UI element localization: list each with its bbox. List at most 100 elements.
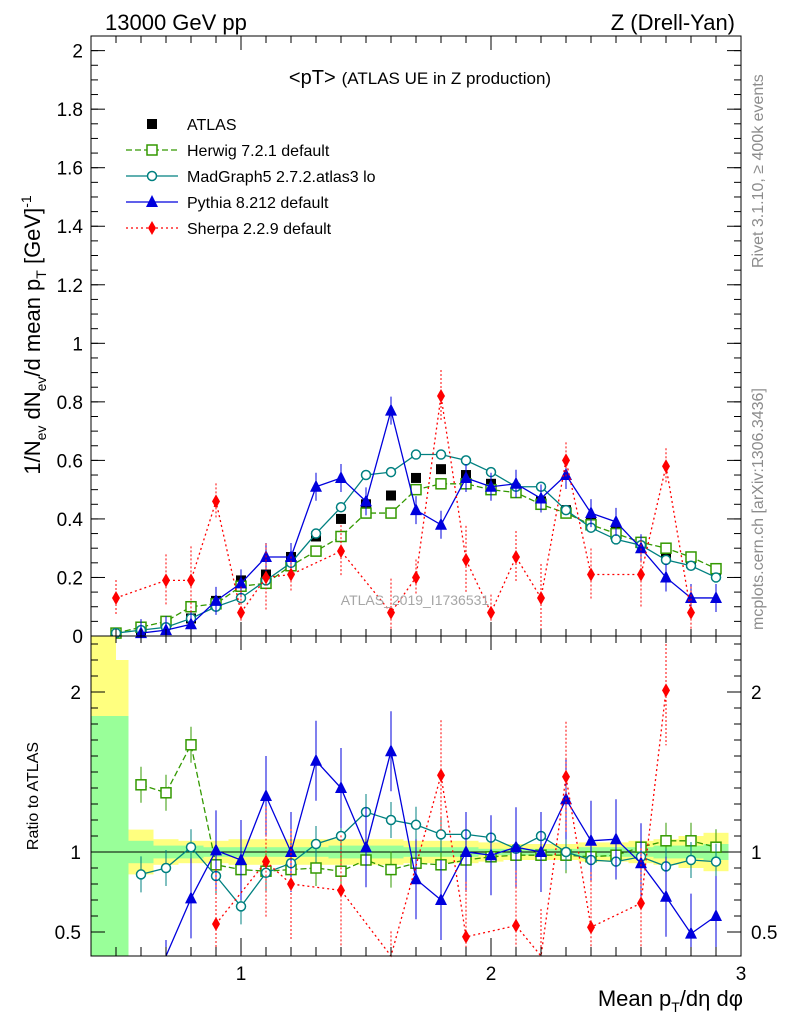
data-point	[660, 542, 672, 554]
ratio-point	[185, 841, 197, 853]
ratio-point	[337, 883, 345, 898]
data-point	[685, 560, 697, 572]
data-point	[687, 605, 695, 620]
x-tick-label: 3	[736, 964, 747, 985]
ratio-point	[660, 889, 672, 902]
data-point	[661, 549, 671, 560]
data-point	[162, 573, 170, 588]
data-point	[385, 403, 397, 416]
watermark: ATLAS_2019_I1736531	[341, 592, 490, 608]
ratio-point	[410, 819, 422, 831]
legend-marker	[147, 119, 157, 129]
data-point	[510, 476, 522, 489]
legend-item: MadGraph5 2.7.2.atlas3 lo	[126, 169, 376, 186]
data-point	[310, 545, 322, 557]
ratio-point	[585, 833, 597, 846]
data-point	[210, 593, 222, 606]
data-point	[410, 503, 422, 516]
ratio-y-tick-label-right: 2	[751, 683, 762, 704]
ratio-point	[512, 918, 520, 933]
data-point	[660, 570, 672, 583]
series-4	[112, 370, 695, 636]
data-point	[435, 478, 447, 490]
data-point	[212, 494, 220, 509]
legend-label: Herwig 7.2.1 default	[187, 143, 330, 160]
data-point	[435, 449, 447, 460]
data-point	[460, 455, 472, 466]
data-point	[710, 572, 722, 583]
data-point	[237, 605, 245, 620]
ratio-y-tick-label: 1	[70, 843, 81, 864]
ratio-point	[385, 814, 397, 826]
data-point	[187, 573, 195, 588]
ratio-point	[185, 891, 197, 904]
ratio-ylabel: Ratio to ATLAS	[25, 742, 42, 850]
header-left: 13000 GeV pp	[105, 10, 247, 35]
y-tick-label: 1.6	[57, 159, 83, 180]
data-point	[437, 389, 445, 403]
y-tick-label: 1.2	[57, 276, 83, 297]
legend-label: Sherpa 2.2.9 default	[187, 221, 332, 238]
ratio-point	[685, 854, 697, 866]
data-point	[610, 534, 622, 545]
ratio-point	[535, 845, 547, 857]
ratio-point	[637, 896, 645, 911]
ratio-point	[385, 744, 397, 757]
data-point	[535, 491, 547, 504]
y-tick-label: 1.4	[57, 217, 84, 238]
data-point	[560, 504, 572, 516]
ratio-point	[185, 739, 197, 751]
ratio-series-3	[212, 636, 670, 958]
series-3	[135, 396, 722, 639]
ratio-series-0	[135, 726, 722, 890]
ratio-point	[235, 901, 247, 912]
data-point	[435, 517, 447, 530]
main-axes: 0 0.2 0.4 0.6 0.8 1 1.2 1.4 1.6 1.8 2	[57, 36, 741, 648]
ratio-point	[287, 877, 295, 891]
data-point	[410, 483, 422, 496]
data-point	[485, 479, 497, 492]
ratio-point	[235, 853, 247, 865]
data-point	[462, 552, 470, 567]
y-tick-label: 1.8	[57, 100, 83, 121]
ratio-point	[160, 787, 172, 799]
data-point	[710, 562, 722, 575]
ratio-point	[160, 862, 172, 874]
main-data-layer	[110, 370, 722, 639]
data-point	[385, 507, 397, 519]
y-tick-label: 0.2	[57, 568, 83, 589]
data-point	[235, 576, 247, 589]
legend-marker	[146, 195, 158, 207]
legend-label: MadGraph5 2.7.2.atlas3 lo	[187, 169, 376, 186]
ratio-point	[460, 845, 472, 857]
side-rivet: Rivet 3.1.10, ≥ 400k events	[750, 74, 767, 268]
side-mcplots: mcplots.cern.ch [arXiv:1306.3436]	[750, 388, 767, 630]
data-point	[685, 590, 697, 603]
legend-item: Sherpa 2.2.9 default	[126, 221, 332, 238]
legend-item: Pythia 8.212 default	[126, 195, 329, 212]
main-ylabel: 1/Nev dNev/d mean pT [GeV]-1	[18, 195, 49, 475]
title-sub: (ATLAS UE in Z production)	[342, 69, 551, 88]
ratio-point	[610, 832, 622, 845]
data-point	[335, 470, 347, 483]
ratio-point	[385, 863, 397, 876]
ratio-point	[587, 920, 595, 935]
data-point	[310, 528, 322, 539]
data-point	[537, 590, 545, 605]
data-point	[685, 551, 697, 563]
legend-label: Pythia 8.212 default	[187, 195, 329, 212]
data-point	[512, 549, 520, 564]
y-tick-label: 0.6	[57, 451, 83, 472]
ratio-y-tick-label: 0.5	[55, 923, 81, 944]
data-point	[710, 590, 722, 603]
ratio-series-2	[165, 711, 722, 957]
ratio-point	[710, 856, 722, 867]
ratio-point	[210, 843, 222, 856]
ratio-point	[360, 840, 372, 853]
ratio-axes: 0.5 0.5 1 1 2 2 1 2 3	[55, 636, 777, 985]
ratio-y-tick-label: 2	[70, 683, 81, 704]
chart-title: <pT> (ATLAS UE in Z production)	[289, 67, 551, 89]
ratio-band-inner	[116, 716, 129, 956]
data-point	[287, 567, 295, 582]
